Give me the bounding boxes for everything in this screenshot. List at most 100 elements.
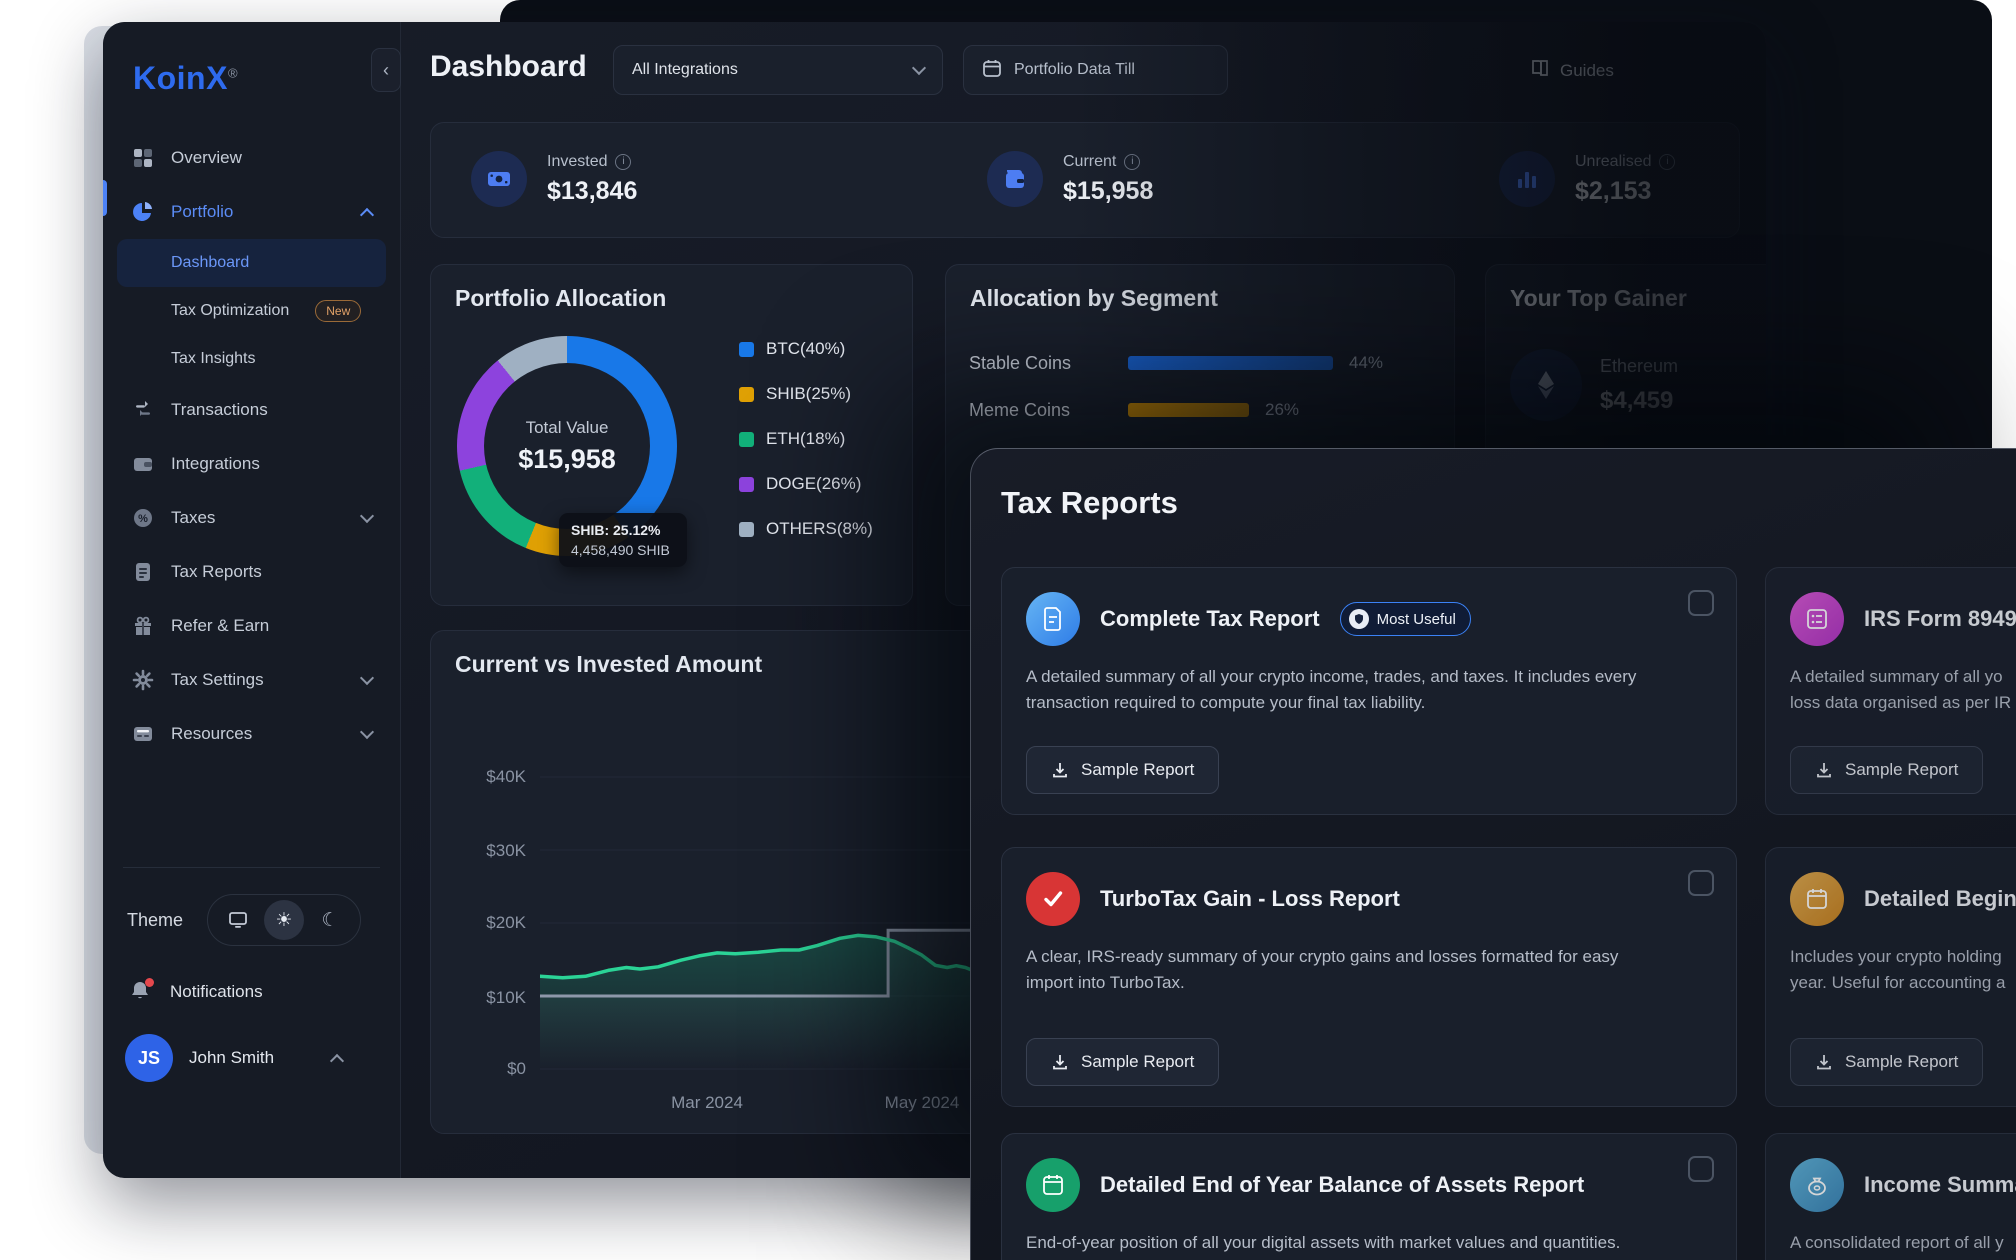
report-description: A clear, IRS-ready summary of your crypt… bbox=[1026, 947, 1619, 966]
donut-center-value: $15,958 bbox=[518, 443, 616, 474]
wallet-icon bbox=[131, 452, 155, 476]
resources-icon bbox=[131, 722, 155, 746]
legend-label: ETH(18%) bbox=[766, 429, 846, 448]
user-name: John Smith bbox=[189, 1048, 275, 1067]
brand-registered-mark: ® bbox=[227, 65, 239, 81]
sample-report-button[interactable]: Sample Report bbox=[1026, 1038, 1220, 1086]
report-title: Income Summa bbox=[1864, 1172, 2016, 1197]
percent-badge-icon: % bbox=[131, 506, 155, 530]
chevron-down-icon bbox=[359, 724, 375, 740]
sidebar-item-resources[interactable]: Resources bbox=[117, 707, 386, 761]
sample-report-button[interactable]: Sample Report bbox=[1026, 746, 1220, 794]
report-card-complete-tax: Complete Tax Report Most Useful A detail… bbox=[1001, 567, 1737, 815]
avatar: JS bbox=[125, 1034, 173, 1082]
legend-label: BTC(40%) bbox=[766, 339, 846, 358]
document-icon bbox=[1026, 592, 1080, 646]
sidebar-item-integrations[interactable]: Integrations bbox=[117, 437, 386, 491]
segment-bar[interactable] bbox=[1128, 403, 1249, 417]
checkmark-icon bbox=[1026, 872, 1080, 926]
brand-logo[interactable]: KoinX® bbox=[103, 22, 400, 131]
segment-bar[interactable] bbox=[1128, 356, 1333, 370]
sidebar: KoinX® Overview Portfolio Dashboard Tax … bbox=[103, 22, 401, 1178]
report-title: Detailed Begin bbox=[1864, 886, 2016, 911]
stat-invested: Invested i $13,846 bbox=[471, 151, 637, 207]
y-axis-tick: $40K bbox=[486, 767, 526, 786]
stat-label: Invested bbox=[547, 152, 608, 170]
sample-report-button[interactable]: Sample Report bbox=[1790, 1038, 1984, 1086]
sidebar-collapse-button[interactable]: ‹ bbox=[371, 48, 401, 92]
download-icon bbox=[1053, 1055, 1067, 1070]
notifications-item[interactable]: Notifications bbox=[119, 978, 384, 1004]
y-axis-tick: $0 bbox=[507, 1059, 526, 1078]
theme-toggle: ☀ ☾ bbox=[207, 894, 362, 946]
segment-percent: 44% bbox=[1349, 353, 1384, 372]
shield-icon bbox=[1348, 609, 1369, 629]
y-axis-tick: $10K bbox=[486, 988, 526, 1007]
report-checkbox[interactable] bbox=[1688, 590, 1714, 616]
theme-dark-button[interactable]: ☾ bbox=[321, 909, 339, 931]
svg-text:%: % bbox=[138, 513, 148, 525]
report-description: A detailed summary of all your crypto in… bbox=[1026, 667, 1637, 686]
portfolio-date-filter[interactable]: Portfolio Data Till bbox=[963, 45, 1228, 95]
document-icon bbox=[131, 560, 155, 584]
legend-label: OTHERS(8%) bbox=[766, 519, 873, 538]
legend-item: ETH(18%) bbox=[739, 429, 873, 449]
theme-label: Theme bbox=[127, 909, 184, 930]
chevron-down-icon bbox=[359, 670, 375, 686]
legend-label: DOGE(26%) bbox=[766, 474, 862, 493]
panel-title: Portfolio Allocation bbox=[455, 285, 667, 311]
chevron-down-icon bbox=[359, 508, 375, 524]
sidebar-item-label: Portfolio bbox=[171, 202, 234, 221]
stat-value: $15,958 bbox=[1063, 176, 1154, 205]
report-card-irs-8949: IRS Form 8949 A detailed summary of all … bbox=[1765, 567, 2016, 815]
sidebar-item-refer-earn[interactable]: Refer & Earn bbox=[117, 599, 386, 653]
user-menu[interactable]: JS John Smith bbox=[119, 1034, 384, 1082]
form-icon bbox=[1790, 592, 1844, 646]
sidebar-item-label: Tax Reports bbox=[171, 562, 262, 581]
legend-swatch bbox=[739, 341, 754, 357]
legend-item: SHIB(25%) bbox=[739, 384, 873, 404]
donut-legend: BTC(40%) SHIB(25%) ETH(18%) DOGE(26%) OT… bbox=[739, 339, 873, 539]
calendar-icon bbox=[982, 58, 1002, 83]
segment-label: Meme Coins bbox=[969, 399, 1071, 420]
pie-chart-icon bbox=[131, 200, 155, 224]
sidebar-item-taxes[interactable]: % Taxes bbox=[117, 491, 386, 545]
divider bbox=[123, 867, 380, 868]
sidebar-item-portfolio[interactable]: Portfolio bbox=[117, 185, 386, 239]
info-icon[interactable]: i bbox=[615, 153, 632, 170]
sidebar-item-tax-reports[interactable]: Tax Reports bbox=[117, 545, 386, 599]
sidebar-item-transactions[interactable]: Transactions bbox=[117, 383, 386, 437]
info-icon[interactable]: i bbox=[1659, 153, 1676, 170]
sidebar-item-tax-settings[interactable]: Tax Settings bbox=[117, 653, 386, 707]
theme-light-button[interactable]: ☀ bbox=[264, 900, 305, 940]
report-description: A consolidated report of all y bbox=[1790, 1233, 2004, 1252]
chevron-down-icon bbox=[911, 60, 927, 76]
sidebar-item-label: Transactions bbox=[171, 400, 268, 419]
calendar-icon bbox=[1790, 872, 1844, 926]
legend-item: BTC(40%) bbox=[739, 339, 873, 359]
sidebar-item-overview[interactable]: Overview bbox=[117, 131, 386, 185]
info-icon[interactable]: i bbox=[1124, 153, 1141, 170]
theme-system-button[interactable] bbox=[218, 900, 258, 940]
report-checkbox[interactable] bbox=[1688, 1156, 1714, 1182]
guides-link[interactable]: Guides bbox=[1530, 58, 1614, 83]
sidebar-item-tax-insights[interactable]: Tax Insights bbox=[117, 335, 386, 383]
sidebar-item-tax-optimization[interactable]: Tax Optimization New bbox=[117, 287, 386, 335]
bell-icon bbox=[129, 978, 154, 1004]
sidebar-footer: Theme ☀ ☾ Notifications JS John Smith bbox=[119, 867, 384, 1082]
y-axis-tick: $20K bbox=[486, 913, 526, 932]
notification-dot bbox=[145, 978, 154, 987]
report-checkbox[interactable] bbox=[1688, 870, 1714, 896]
download-icon bbox=[1817, 1055, 1831, 1070]
bar-chart-icon bbox=[1499, 151, 1555, 207]
integrations-filter-select[interactable]: All Integrations bbox=[613, 45, 943, 95]
sidebar-item-label: Tax Optimization bbox=[171, 302, 290, 319]
sidebar-item-label: Dashboard bbox=[171, 254, 250, 271]
sample-report-button[interactable]: Sample Report bbox=[1790, 746, 1984, 794]
stat-value: $13,846 bbox=[547, 176, 638, 205]
sidebar-item-dashboard[interactable]: Dashboard bbox=[117, 239, 386, 287]
download-icon bbox=[1053, 763, 1067, 778]
stats-panel: Invested i $13,846 Current i $15,958 Unrea… bbox=[430, 122, 1740, 238]
integrations-filter-value: All Integrations bbox=[632, 61, 738, 78]
chevron-up-icon bbox=[329, 1053, 345, 1068]
